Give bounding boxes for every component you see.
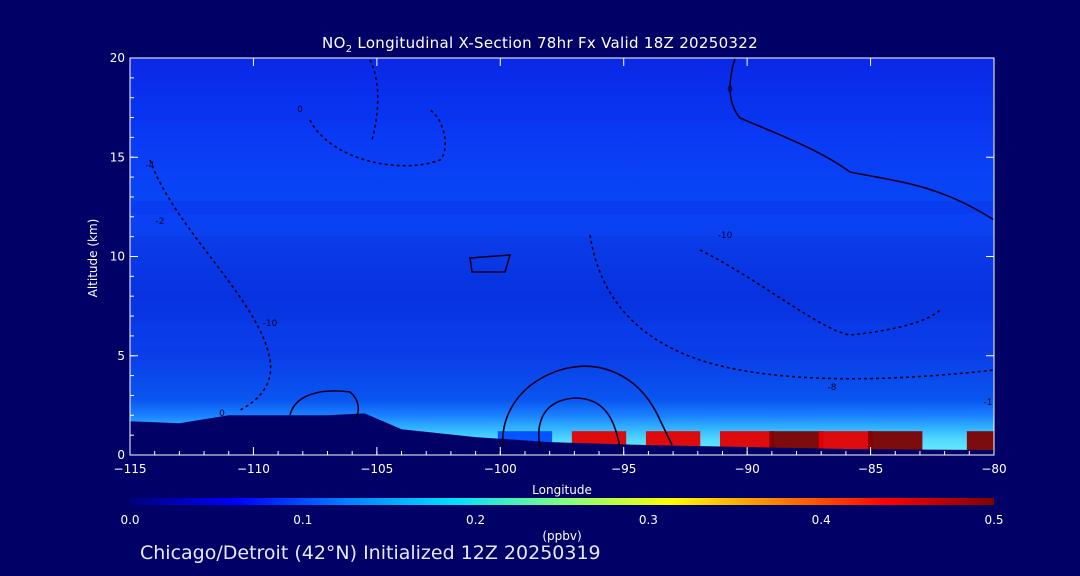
contour-line-dashed [369, 59, 379, 141]
contour-line-dashed [589, 234, 994, 380]
contour-label: 0 [727, 85, 733, 95]
contour-label: -4 [146, 161, 155, 171]
surface-no2-patch [868, 431, 923, 455]
contour-label: -8 [828, 383, 837, 393]
contour-label: -10 [263, 319, 278, 329]
x-tick-label: −90 [734, 462, 759, 476]
x-tick-label: −110 [237, 462, 270, 476]
x-axis-label: Longitude [532, 483, 592, 497]
contour-line-solid [501, 365, 673, 449]
x-tick-label: −115 [114, 462, 147, 476]
colorbar-tick-label: 0.1 [293, 513, 312, 527]
contour-line-solid [729, 58, 994, 221]
colorbar-tick-label: 0.0 [120, 513, 139, 527]
colorbar-tick-label: 0.3 [639, 513, 658, 527]
x-tick-label: −85 [858, 462, 883, 476]
y-tick-label: 10 [110, 250, 125, 264]
colorbar-unit-label: (ppbv) [542, 529, 581, 543]
colorbar-tick-label: 0.4 [812, 513, 831, 527]
contour-label: -1 [984, 398, 993, 408]
x-tick-label: −105 [360, 462, 393, 476]
y-tick-label: 5 [117, 349, 125, 363]
no2-band [130, 212, 994, 237]
contour-label: -2 [156, 217, 165, 227]
x-tick-label: −100 [484, 462, 517, 476]
y-axis-label: Altitude (km) [86, 219, 100, 298]
surface-no2-patch [966, 431, 994, 455]
contour-label: 0 [297, 105, 303, 115]
colorbar-tick-label: 0.2 [466, 513, 485, 527]
y-tick-label: 15 [110, 150, 125, 164]
x-tick-label: −80 [981, 462, 1006, 476]
no2-band [130, 323, 994, 348]
colorbar-tick-label: 0.5 [984, 513, 1003, 527]
chart-title: NO2 Longitudinal X-Section 78hr Fx Valid… [322, 34, 758, 55]
terrain-mask [130, 413, 994, 455]
contour-line-solid [469, 254, 512, 273]
contour-label: -10 [718, 231, 733, 241]
footer-caption: Chicago/Detroit (42°N) Initialized 12Z 2… [140, 542, 601, 564]
colorbar [130, 498, 994, 505]
y-tick-label: 0 [117, 448, 125, 462]
no2-field-background [130, 58, 994, 455]
contour-line-solid [538, 397, 621, 449]
contour-label: 0 [219, 409, 225, 419]
y-tick-label: 20 [110, 51, 125, 65]
no2-band [130, 95, 994, 120]
contour-line-solid [289, 390, 360, 419]
contour-line-dashed [149, 159, 272, 411]
x-tick-label: −95 [611, 462, 636, 476]
